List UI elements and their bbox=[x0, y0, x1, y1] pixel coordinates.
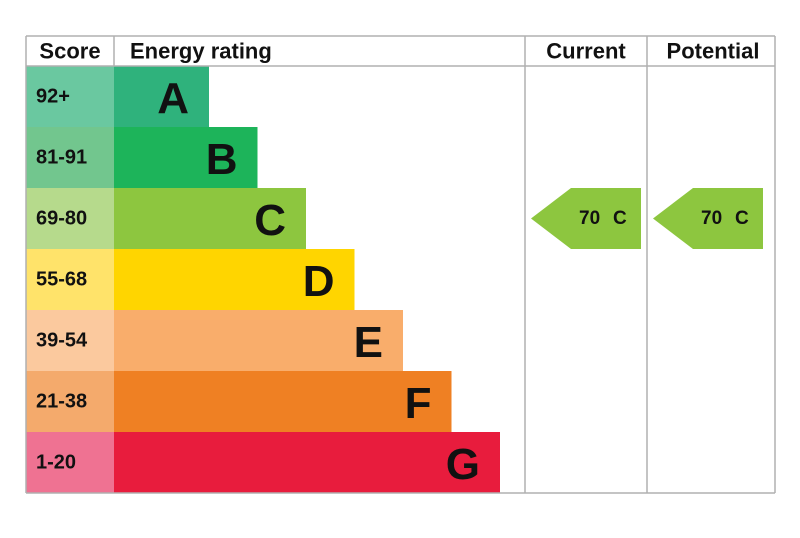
rating-bar bbox=[114, 310, 403, 371]
rating-letter: G bbox=[446, 440, 480, 489]
rating-bar bbox=[114, 371, 452, 432]
rating-bar bbox=[114, 188, 306, 249]
score-cell bbox=[26, 432, 114, 493]
rating-letter: C bbox=[254, 196, 286, 245]
score-range: 1-20 bbox=[36, 452, 76, 474]
potential-letter: C bbox=[735, 208, 749, 229]
rating-bar bbox=[114, 249, 355, 310]
rating-bar bbox=[114, 127, 258, 188]
rating-letter: E bbox=[354, 318, 383, 367]
score-cell bbox=[26, 188, 114, 249]
score-range: 39-54 bbox=[36, 330, 88, 352]
current-letter: C bbox=[613, 208, 627, 229]
rating-letter: B bbox=[206, 135, 238, 184]
rating-letter: D bbox=[303, 257, 335, 306]
header-score: Score bbox=[39, 39, 100, 64]
score-range: 92+ bbox=[36, 86, 70, 108]
score-cell bbox=[26, 310, 114, 371]
header-current: Current bbox=[546, 39, 626, 64]
current-arrow bbox=[531, 188, 641, 249]
current-score: 70 bbox=[579, 208, 600, 229]
score-range: 55-68 bbox=[36, 269, 87, 291]
rating-bar bbox=[114, 432, 500, 493]
score-range: 69-80 bbox=[36, 208, 87, 230]
header-rating: Energy rating bbox=[130, 39, 272, 64]
rating-letter: F bbox=[405, 379, 432, 428]
rating-letter: A bbox=[157, 74, 189, 123]
potential-score: 70 bbox=[701, 208, 722, 229]
rating-bar bbox=[114, 66, 209, 127]
score-cell bbox=[26, 371, 114, 432]
header-potential: Potential bbox=[667, 39, 760, 64]
score-range: 21-38 bbox=[36, 391, 87, 413]
score-range: 81-91 bbox=[36, 147, 87, 169]
score-cell bbox=[26, 249, 114, 310]
potential-arrow bbox=[653, 188, 763, 249]
score-cell bbox=[26, 127, 114, 188]
score-cell bbox=[26, 66, 114, 127]
